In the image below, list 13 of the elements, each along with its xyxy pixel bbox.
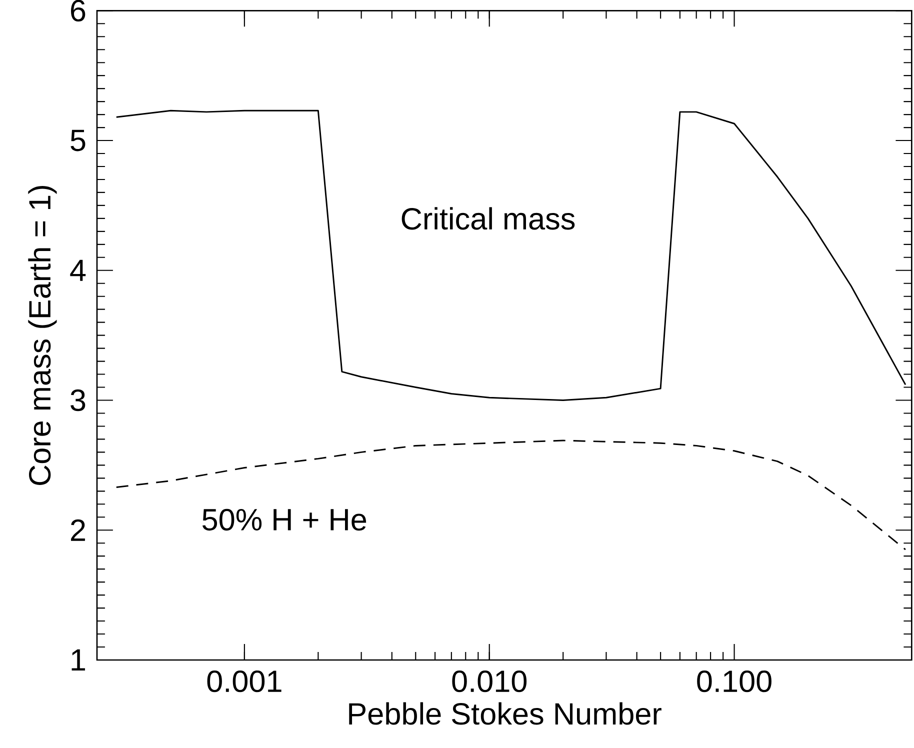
x-axis-title: Pebble Stokes Number <box>349 702 662 725</box>
y-axis-title: Core mass (Earth = 1) <box>28 186 57 486</box>
y-tick-label: 5 <box>70 130 86 152</box>
y-tick-label: 6 <box>70 0 86 22</box>
y-tick-label: 4 <box>70 260 86 281</box>
x-tick-label: 0.010 <box>452 670 527 692</box>
y-tick-label: 3 <box>70 389 86 412</box>
text: Critical mass <box>402 207 575 230</box>
x-tick-label: 0.100 <box>697 670 772 692</box>
y-tick-label: 2 <box>70 519 85 541</box>
x-tick-label: 0.001 <box>207 670 282 692</box>
series-label: 50% H + He <box>202 508 366 531</box>
y-tick-label: 1 <box>72 649 86 671</box>
